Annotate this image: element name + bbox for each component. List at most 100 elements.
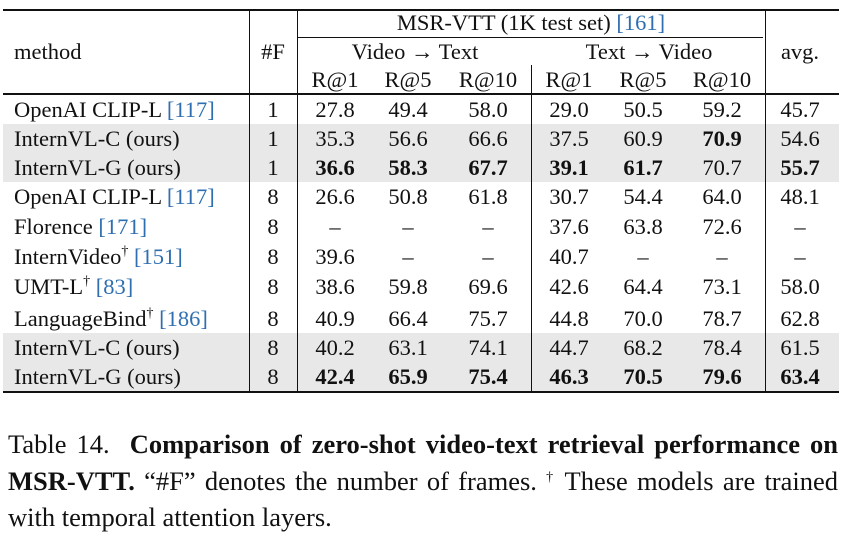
value-cell: 27.8 [315, 97, 355, 122]
method-cell: InternVideo† [151] [14, 243, 183, 271]
value-cell: 26.6 [315, 184, 355, 209]
value-cell: 73.1 [702, 274, 742, 299]
citation-link[interactable]: [117] [166, 97, 215, 122]
method-cell: InternVL-C (ours) [14, 334, 180, 362]
caption-title: Comparison of zero-shot video-text retri… [8, 429, 838, 496]
row-shading [3, 124, 839, 153]
frames-cell: 8 [267, 274, 279, 299]
footnote-mark: † [546, 469, 556, 485]
header-rule [3, 93, 839, 95]
value-cell: 65.9 [388, 364, 428, 389]
value-cell: – [716, 244, 728, 269]
value-cell: 38.6 [315, 274, 355, 299]
dagger-mark: † [83, 274, 91, 289]
citation-link[interactable]: [186] [159, 306, 208, 331]
value-cell: – [637, 244, 649, 269]
value-cell: 39.6 [315, 244, 355, 269]
top-rule [3, 9, 839, 11]
citation-link[interactable]: [83] [95, 274, 134, 299]
value-cell: 78.7 [702, 306, 742, 331]
header-avg: avg. [780, 39, 820, 64]
value-cell: 44.7 [549, 335, 589, 360]
value-cell: 78.4 [702, 335, 742, 360]
value-cell: – [329, 214, 341, 239]
method-name: Florence [14, 214, 99, 239]
header-method: method [14, 39, 82, 64]
value-cell: 72.6 [702, 214, 742, 239]
bottom-rule [3, 391, 839, 393]
frames-cell: 8 [267, 244, 279, 269]
method-cell: LanguageBind† [186] [14, 305, 208, 333]
value-cell: – [482, 214, 494, 239]
value-cell: 75.4 [468, 364, 508, 389]
value-cell: 40.9 [315, 306, 355, 331]
caption-text: “#F” denotes the number of frames. [144, 465, 537, 496]
value-cell: 46.3 [549, 364, 589, 389]
value-cell: 70.7 [702, 155, 742, 180]
header-dataset: MSR-VTT (1K test set) [161] [397, 9, 665, 37]
frames-cell: 1 [267, 126, 279, 151]
avg-cell: 54.6 [780, 126, 820, 151]
method-cell: Florence [171] [14, 213, 147, 241]
method-cell: UMT-L† [83] [14, 273, 133, 301]
header-metric: R@10 [458, 67, 518, 92]
frames-cell: 8 [267, 364, 279, 389]
header-metric: R@10 [692, 67, 752, 92]
value-cell: 29.0 [549, 97, 589, 122]
row-shading [3, 333, 839, 362]
header-metric: R@5 [384, 67, 432, 92]
citation-link[interactable]: [117] [166, 184, 215, 209]
method-cell: OpenAI CLIP-L [117] [14, 96, 215, 124]
value-cell: 42.4 [315, 364, 355, 389]
method-name: LanguageBind [14, 306, 147, 331]
avg-cell: 55.7 [780, 155, 820, 180]
value-cell: 50.5 [623, 97, 663, 122]
value-cell: 68.2 [623, 335, 663, 360]
method-name: OpenAI CLIP-L [14, 184, 167, 209]
value-cell: 61.8 [468, 184, 508, 209]
value-cell: 58.0 [468, 97, 508, 122]
method-name: InternVL-G (ours) [14, 155, 181, 180]
value-cell: 37.5 [549, 126, 589, 151]
method-cell: InternVL-G (ours) [14, 363, 181, 391]
dagger-mark: † [121, 244, 129, 259]
header-metric: R@5 [619, 67, 667, 92]
header-metric: R@1 [311, 67, 359, 92]
value-cell: 66.6 [468, 126, 508, 151]
avg-cell: – [794, 214, 806, 239]
method-name: InternVL-G (ours) [14, 364, 181, 389]
citation-link[interactable]: [171] [98, 214, 148, 239]
frames-cell: 8 [267, 306, 279, 331]
avg-cell: – [794, 244, 806, 269]
value-cell: 61.7 [623, 155, 663, 180]
value-cell: 60.9 [623, 126, 663, 151]
citation-link[interactable]: [151] [133, 244, 183, 269]
vline-method [249, 10, 250, 392]
dataset-ref[interactable]: [161] [616, 10, 666, 35]
value-cell: 30.7 [549, 184, 589, 209]
caption-label: Table 14. [8, 429, 110, 459]
dagger-mark: † [146, 306, 154, 321]
header-text-to-video: Text → Video [585, 39, 713, 64]
value-cell: – [482, 244, 494, 269]
value-cell: 58.3 [388, 155, 428, 180]
caption-footnote: These models are trained with temporal a… [8, 465, 839, 533]
frames-cell: 8 [267, 214, 279, 239]
value-cell: – [402, 214, 414, 239]
value-cell: 64.4 [623, 274, 663, 299]
frames-cell: 1 [267, 155, 279, 180]
table-caption: Table 14. Comparison of zero-shot video-… [8, 426, 838, 536]
value-cell: 70.9 [702, 126, 742, 151]
avg-cell: 48.1 [780, 184, 820, 209]
dataset-underline [298, 37, 763, 38]
frames-cell: 8 [267, 184, 279, 209]
value-cell: 44.8 [549, 306, 589, 331]
value-cell: 63.1 [388, 335, 428, 360]
method-name: InternVideo [14, 244, 122, 269]
value-cell: 40.2 [315, 335, 355, 360]
value-cell: 69.6 [468, 274, 508, 299]
value-cell: 74.1 [468, 335, 508, 360]
frames-cell: 1 [267, 97, 279, 122]
value-cell: 64.0 [702, 184, 742, 209]
row-shading [3, 153, 839, 182]
